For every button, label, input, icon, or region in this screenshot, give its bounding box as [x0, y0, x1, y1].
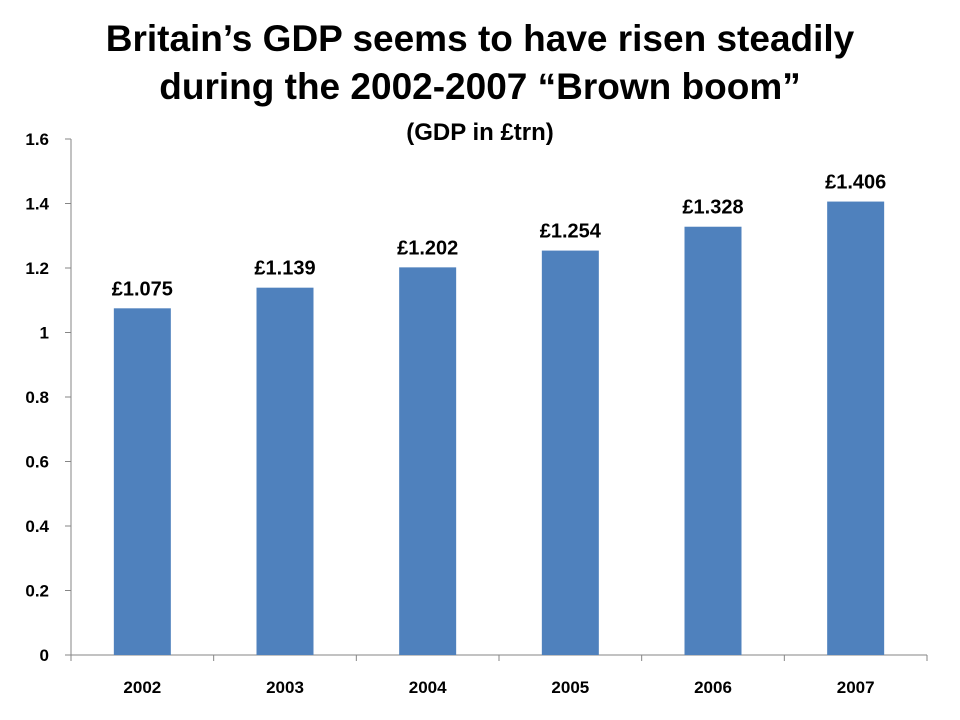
x-category-label: 2004	[409, 678, 447, 697]
y-tick-label: 0.8	[25, 388, 49, 407]
y-tick-label: 0	[40, 646, 49, 665]
data-label-2005: £1.254	[540, 221, 602, 243]
data-label-2003: £1.139	[254, 258, 315, 280]
data-label-2006: £1.328	[682, 197, 743, 219]
bar-2003	[256, 287, 314, 655]
x-category-label: 2002	[123, 678, 161, 697]
chart-title-line-1: Britain’s GDP seems to have risen steadi…	[105, 18, 855, 59]
bar-2005	[541, 250, 599, 655]
y-tick-label: 0.6	[25, 453, 49, 472]
x-category-label: 2005	[551, 678, 589, 697]
y-tick-label: 0.2	[25, 582, 49, 601]
bar-2004	[399, 267, 457, 655]
chart-subtitle: (GDP in £trn)	[406, 119, 554, 146]
y-tick-label: 0.4	[25, 517, 49, 536]
x-axis: 2002 2003 2004 2005 2006 2007	[70, 654, 928, 697]
y-tick-label: 1.4	[25, 195, 49, 214]
bars	[113, 201, 885, 655]
data-label-2002: £1.075	[112, 278, 173, 300]
data-label-2004: £1.202	[397, 237, 458, 259]
y-tick-label: 1.6	[25, 130, 49, 149]
chart-title-line-2: during the 2002-2007 “Brown boom”	[159, 66, 801, 107]
x-category-label: 2006	[694, 678, 732, 697]
data-labels: £1.075 £1.139 £1.202 £1.254 £1.328 £1.406	[112, 172, 887, 301]
x-category-label: 2007	[837, 678, 875, 697]
bar-2006	[684, 226, 742, 655]
data-label-2007: £1.406	[825, 172, 886, 194]
y-tick-label: 1.2	[25, 259, 49, 278]
y-axis: 0 0.2 0.4 0.6 0.8 1 1.2 1.4 1.6	[25, 130, 72, 665]
bar-2007	[827, 201, 885, 655]
x-category-label: 2003	[266, 678, 304, 697]
bar-2002	[113, 308, 171, 655]
y-tick-label: 1	[40, 324, 49, 343]
